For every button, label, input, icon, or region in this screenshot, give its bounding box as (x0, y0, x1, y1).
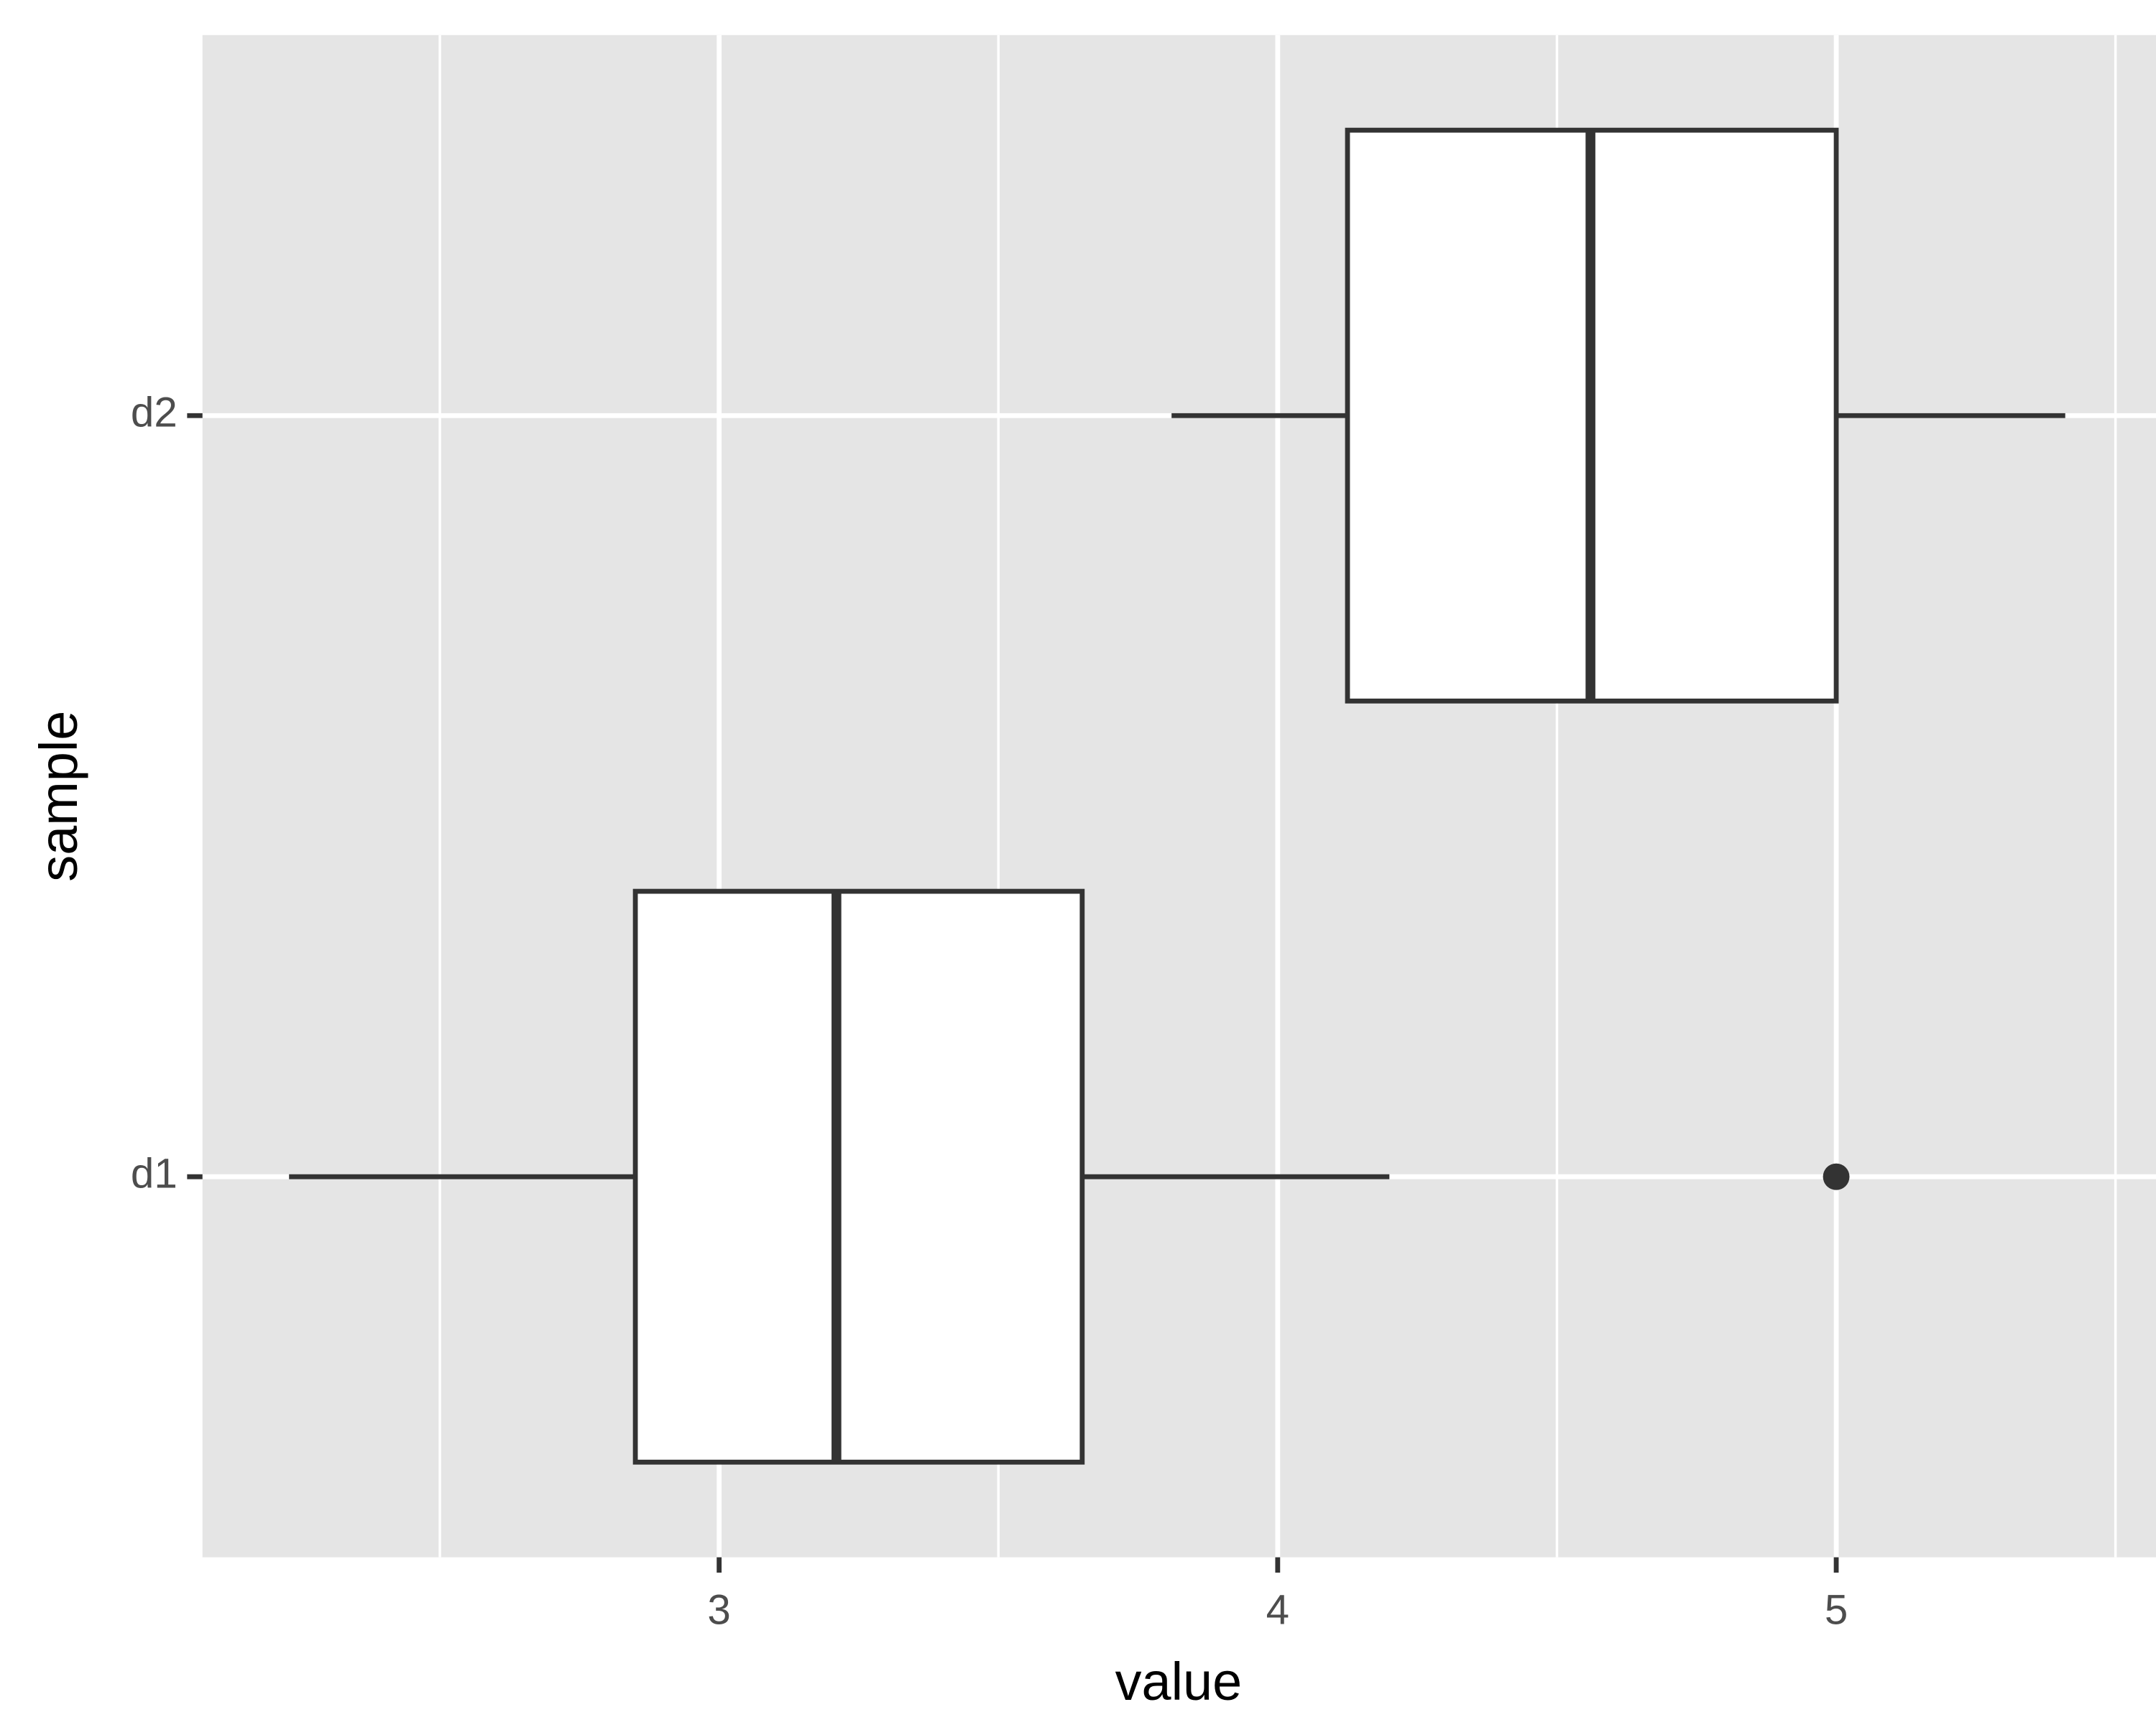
outlier (1823, 1163, 1850, 1190)
x-tick-label: 3 (707, 1587, 730, 1634)
x-axis-title: value (1115, 1652, 1243, 1711)
box (632, 888, 1085, 1465)
y-tick-label: d2 (131, 390, 178, 436)
y-tick-label: d1 (131, 1151, 178, 1197)
x-tick-label: 5 (1825, 1587, 1848, 1634)
x-tick-label: 4 (1266, 1587, 1289, 1634)
y-axis-title: sample (29, 711, 88, 882)
panel (202, 34, 2156, 1558)
